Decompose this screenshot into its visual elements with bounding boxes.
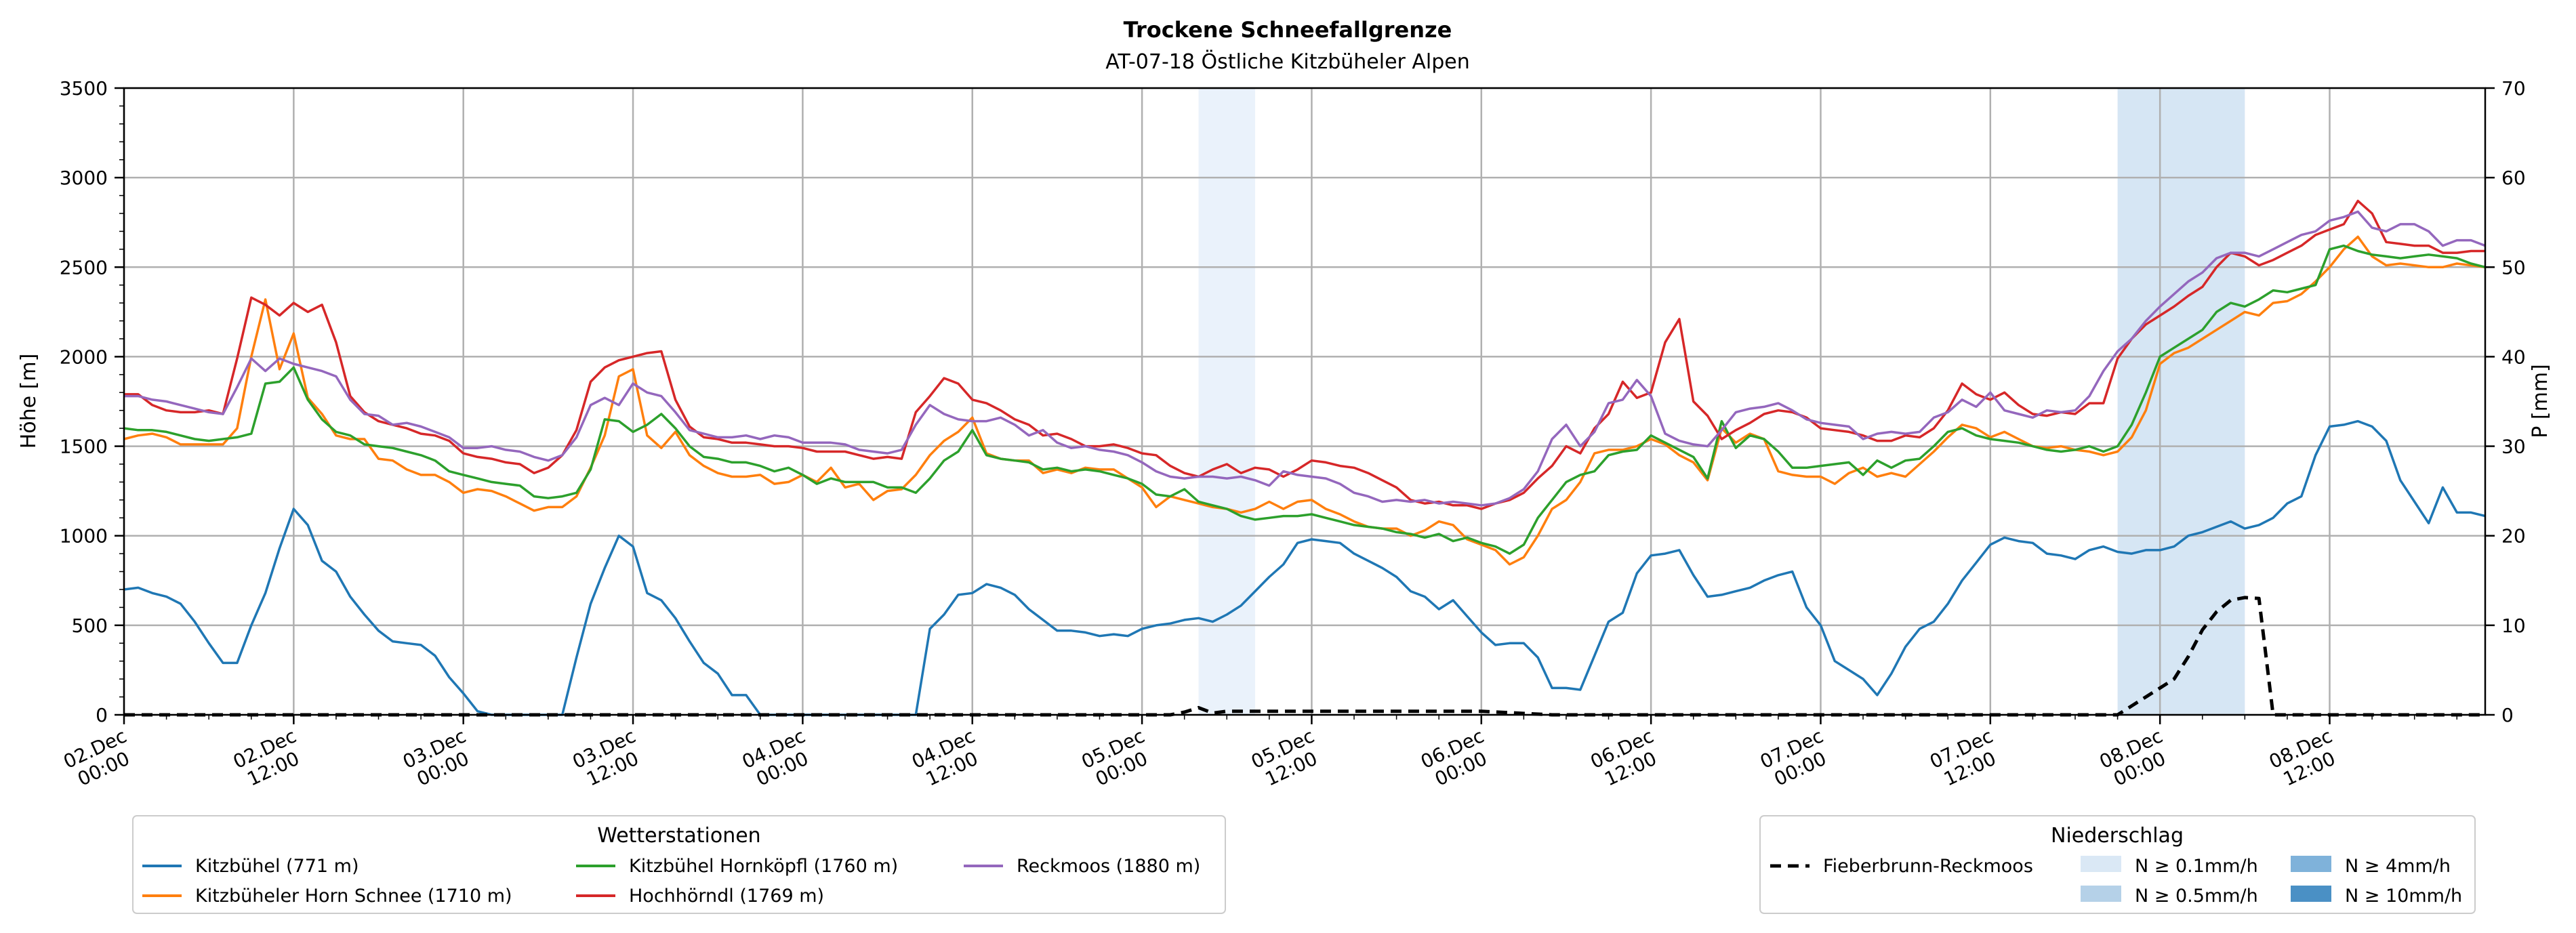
legend-entry: Reckmoos (1880 m) [1017, 856, 1200, 877]
y-tick-label: 2500 [60, 256, 108, 278]
chart-subtitle: AT-07-18 Östliche Kitzbüheler Alpen [1105, 49, 1470, 74]
legend-stations-title: Wetterstationen [597, 824, 760, 848]
series-line-5 [124, 596, 2485, 717]
series-line-1 [123, 235, 2486, 566]
y-axis-label: Höhe [m] [17, 354, 41, 449]
precip-bands [1198, 88, 2245, 715]
y-tick-label: 3000 [60, 167, 108, 189]
series-lines [123, 199, 2486, 717]
series-line-3 [124, 199, 2485, 510]
legend-precip-title: Niederschlag [2051, 824, 2184, 848]
y-right-tick-label: 10 [2501, 615, 2526, 637]
y-right-tick-label: 40 [2501, 346, 2526, 368]
y-right-tick-label: 50 [2501, 256, 2526, 278]
legend-entry: N ≥ 0.5mm/h [2135, 886, 2258, 907]
legend-stations-frame [132, 815, 1226, 914]
legend-entry: Hochhörndl (1769 m) [629, 886, 824, 907]
y-right-tick-label: 60 [2501, 167, 2526, 189]
y-tick-label: 2000 [60, 346, 108, 368]
plot-frame [123, 87, 2487, 716]
precip-band [2117, 88, 2245, 715]
y-right-tick-label: 30 [2501, 436, 2526, 458]
precip-band [1198, 88, 1255, 715]
series-line-2 [123, 244, 2486, 555]
legend-swatch [2081, 886, 2121, 902]
legend-swatch [2291, 886, 2331, 902]
y-right-tick-label: 70 [2501, 77, 2526, 100]
y-right-tick-label: 0 [2501, 704, 2514, 726]
chart-title: Trockene Schneefallgrenze [1124, 17, 1452, 43]
series-line-4 [124, 210, 2486, 507]
y-tick-label: 1000 [60, 525, 108, 547]
y-tick-label: 500 [72, 615, 108, 637]
legend-entry: Kitzbühel Hornköpfl (1760 m) [629, 856, 898, 877]
legend-entry: N ≥ 4mm/h [2345, 856, 2451, 877]
legend-precip: Niederschlag Fieberbrunn-Reckmoos N ≥ 0.1… [1759, 815, 2476, 914]
y-axis-right-label: P [mm] [2529, 364, 2552, 438]
y-tick-label: 3500 [60, 77, 108, 100]
y-tick-label: 0 [96, 704, 108, 726]
legend-stations: Wetterstationen Kitzbühel (771 m) Kitzbüh… [132, 815, 1226, 914]
legend-entry: Fieberbrunn-Reckmoos [1823, 856, 2033, 877]
y-right-tick-label: 20 [2501, 525, 2526, 547]
legend-entry: N ≥ 10mm/h [2345, 886, 2462, 907]
legend-entry: N ≥ 0.1mm/h [2135, 856, 2258, 877]
legend-swatch [2081, 856, 2121, 872]
legend-entry: Kitzbüheler Horn Schnee (1710 m) [195, 886, 512, 907]
legend-swatch [2291, 856, 2331, 872]
y-tick-label: 1500 [60, 436, 108, 458]
legend-entry: Kitzbühel (771 m) [195, 856, 359, 877]
